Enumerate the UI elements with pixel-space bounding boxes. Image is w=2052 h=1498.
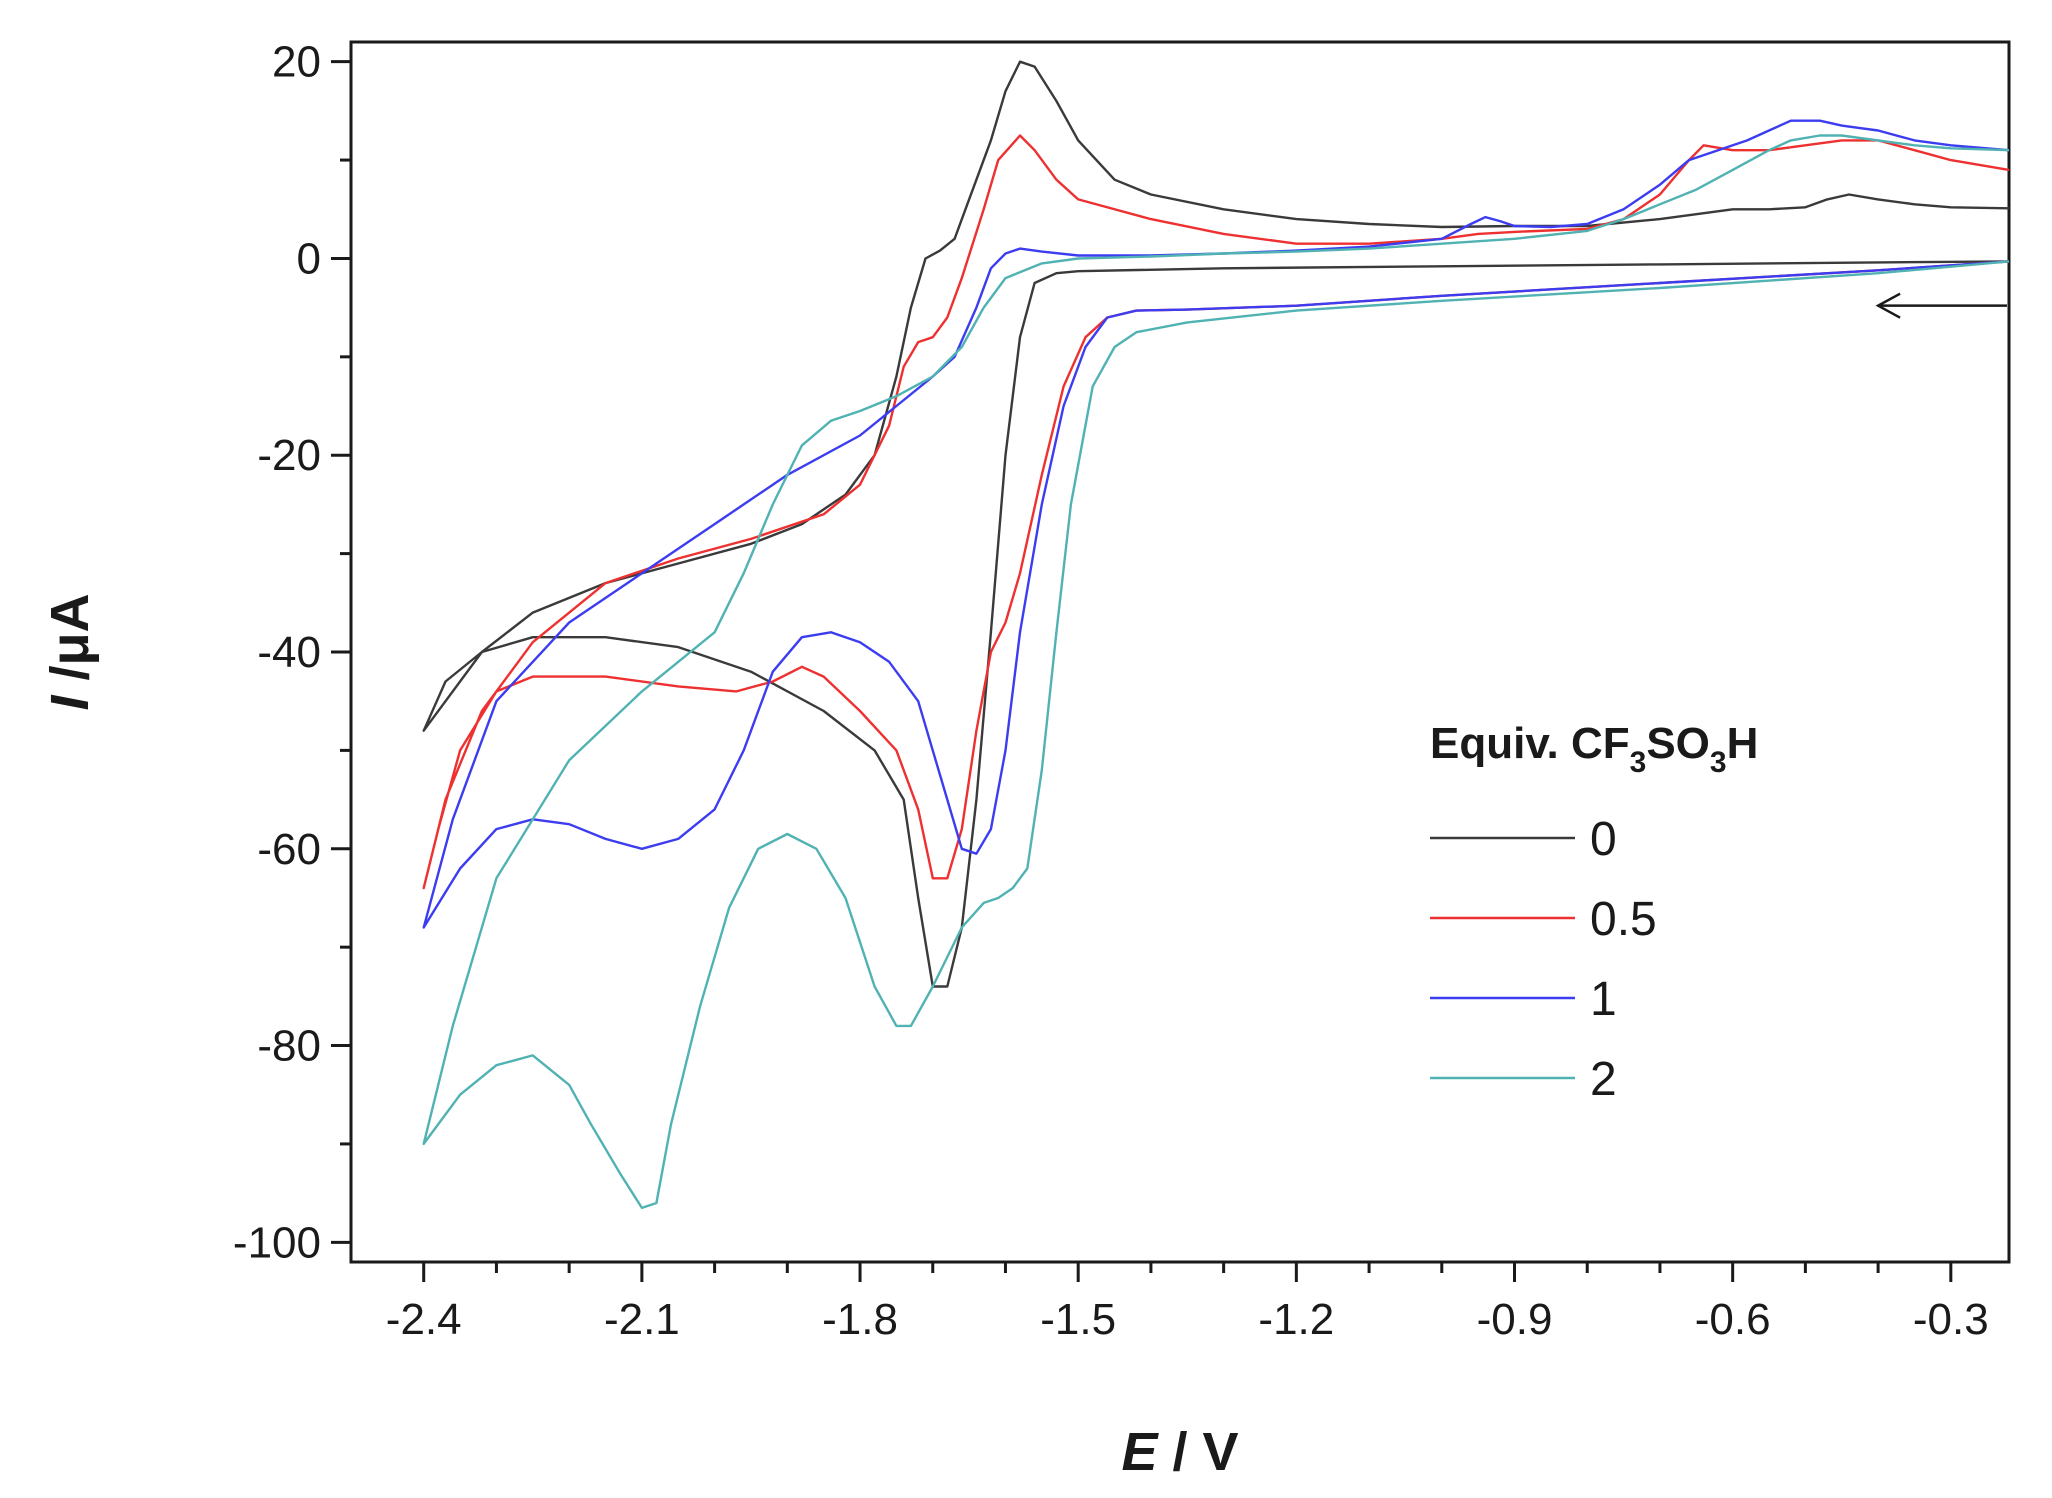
legend-label-2: 2 — [1590, 1053, 1617, 1106]
x-tick-label: -2.4 — [386, 1295, 462, 1344]
y-tick-label: -80 — [257, 1022, 321, 1071]
x-tick-label: -1.5 — [1040, 1295, 1116, 1344]
legend: 0 0.5 1 2 — [1430, 813, 1657, 1106]
x-tick-label: -0.9 — [1477, 1295, 1553, 1344]
series-line-2 — [422, 134, 2010, 1210]
legend-title-sub1: 3 — [1630, 746, 1647, 779]
y-tick-label: -100 — [233, 1218, 321, 1267]
series-line-1 — [422, 119, 2010, 929]
x-tick-label: -0.3 — [1913, 1295, 1989, 1344]
x-axis-unit: / V — [1158, 1422, 1239, 1482]
legend-label-1: 1 — [1590, 973, 1617, 1026]
legend-title-end: H — [1727, 719, 1759, 768]
legend-label-0.5: 0.5 — [1590, 893, 1657, 946]
legend-title-mid: SO — [1646, 719, 1710, 768]
legend-title-sub2: 3 — [1710, 746, 1727, 779]
x-axis-title: E / V — [1121, 1422, 1238, 1482]
legend-title-main: Equiv. CF — [1430, 719, 1630, 768]
y-axis-title: I /μA — [40, 593, 100, 710]
y-axis-symbol: I — [40, 695, 100, 711]
x-tick-label: -2.1 — [604, 1295, 680, 1344]
x-axis-symbol: E — [1121, 1422, 1159, 1482]
x-axis-ticks: -2.4 -2.1 -1.8 -1.5 -1.2 -0.9 -0.6 -0.3 — [386, 1262, 1989, 1344]
y-tick-label: 0 — [297, 234, 321, 283]
scan-direction-arrow — [1875, 292, 2007, 319]
series-line-0 — [422, 60, 2010, 988]
series-line-0.5 — [422, 134, 2010, 890]
x-tick-label: -1.8 — [822, 1295, 898, 1344]
x-tick-label: -1.2 — [1258, 1295, 1334, 1344]
y-tick-label: 20 — [272, 38, 321, 87]
legend-label-0: 0 — [1590, 813, 1617, 866]
y-tick-label: -40 — [257, 628, 321, 677]
legend-title: Equiv. CF3SO3H — [1430, 719, 1758, 779]
y-axis-unit: /μA — [40, 593, 100, 695]
y-tick-label: -60 — [257, 825, 321, 874]
arrow-head — [1875, 292, 1901, 319]
data-series — [422, 60, 2010, 1210]
y-tick-label: -20 — [257, 431, 321, 480]
x-tick-label: -0.6 — [1695, 1295, 1771, 1344]
y-axis-ticks: -100 -80 -60 -40 -20 0 20 — [233, 38, 351, 1267]
